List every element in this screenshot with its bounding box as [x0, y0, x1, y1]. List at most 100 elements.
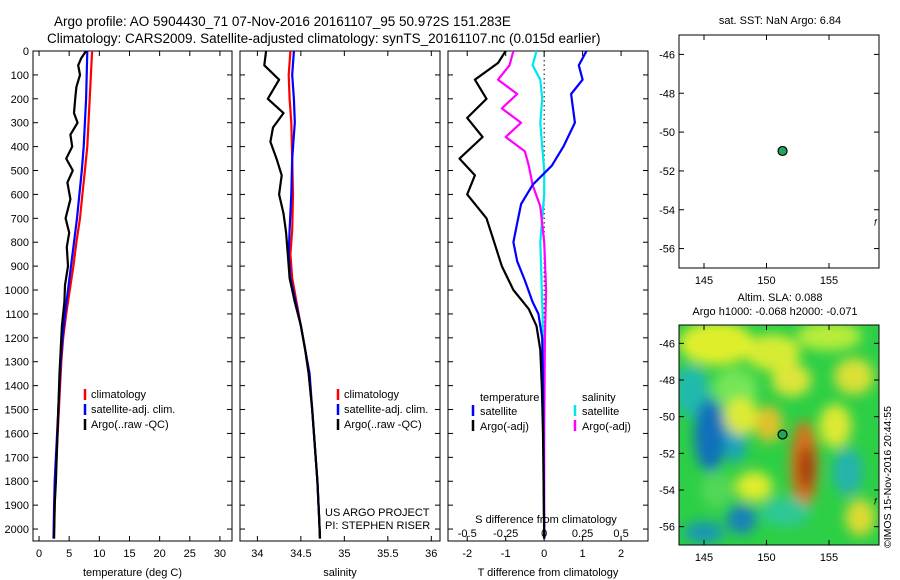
y-tick-label: 300 [11, 118, 29, 130]
salinity-profile-panel: 34 34.5 35 35.5 36 salinity climatology satelli… [239, 50, 441, 579]
x-tick-label: 150 [757, 552, 775, 564]
series-salinity-argo [496, 50, 548, 539]
argo-position-marker [777, 429, 788, 440]
sla-field-blob [726, 504, 757, 534]
y-tick-label: 1400 [5, 381, 29, 393]
x-tick-label: 0 [36, 548, 42, 560]
y-tick-label: 1500 [5, 405, 29, 417]
series-argo [263, 50, 322, 539]
y-tick-label: -48 [659, 88, 675, 100]
sla-field-blob [724, 398, 759, 435]
x-tick-label: 25 [184, 548, 196, 560]
x-tick-label: 34 [251, 548, 263, 560]
sla-map-panel: Altim. SLA: 0.088 Argo h1000: -0.068 h20… [659, 292, 894, 564]
x-axis-label: T difference from climatology [478, 567, 619, 579]
x-tick-label: -1 [501, 548, 511, 560]
y-tick-label: -50 [659, 127, 675, 139]
top-x-tick-label: 0.25 [572, 528, 593, 540]
sla-field-blob [694, 398, 727, 472]
panel-frame [447, 50, 649, 542]
legend-entry: satellite-adj. clim. [91, 404, 175, 416]
sla-map-subtitle: Argo h1000: -0.068 h2000: -0.071 [692, 306, 857, 318]
y-tick-label: -54 [659, 205, 675, 217]
sla-field-blob [799, 446, 814, 490]
north-arrow-icon: f [874, 497, 878, 507]
legend-entry: satellite [582, 406, 619, 418]
y-tick-label: -52 [659, 166, 675, 178]
legend-entry: climatology [344, 389, 400, 401]
y-tick-label: -48 [659, 375, 675, 387]
sla-field-blob [745, 334, 801, 371]
y-tick-label: 700 [11, 213, 29, 225]
x-tick-label: 2 [618, 548, 624, 560]
top-x-tick-label: -0.25 [493, 528, 518, 540]
sla-field-blob [771, 363, 812, 397]
sst-map-title: sat. SST: NaN Argo: 6.84 [719, 15, 841, 27]
sla-field-blob [796, 325, 862, 351]
y-tick-label: 600 [11, 189, 29, 201]
x-axis-label: temperature (deg C) [83, 567, 182, 579]
top-x-tick-label: 0.5 [613, 528, 628, 540]
x-tick-label: 1 [580, 548, 586, 560]
y-tick-label: 800 [11, 237, 29, 249]
north-arrow-icon: f [874, 217, 878, 227]
x-tick-label: 0 [541, 548, 547, 560]
sla-map-title: Altim. SLA: 0.088 [738, 292, 823, 304]
sla-field-blob [701, 471, 732, 509]
x-tick-label: -2 [462, 548, 472, 560]
sla-heatmap [679, 325, 879, 545]
sla-field-blob [834, 358, 874, 395]
x-tick-label: 34.5 [290, 548, 311, 560]
x-tick-label: 155 [820, 275, 838, 287]
x-tick-label: 30 [214, 548, 226, 560]
x-tick-label: 36 [425, 548, 437, 560]
sla-field-blob [684, 521, 724, 544]
y-tick-label: 1300 [5, 357, 29, 369]
map-frame [678, 324, 880, 546]
y-tick-label: -56 [659, 244, 675, 256]
temperature-profile-panel: 0 5 10 15 20 25 300100200300400500600700800900… [5, 46, 233, 579]
sla-field-blob [760, 497, 811, 527]
y-tick-label: 2000 [5, 524, 29, 536]
legend-entry: Argo(..raw -QC) [344, 419, 422, 431]
y-tick-label: -46 [659, 338, 675, 350]
map-frame [678, 34, 880, 269]
series-satellite-adj [52, 50, 89, 539]
y-tick-label: -52 [659, 448, 675, 460]
y-tick-label: 1200 [5, 333, 29, 345]
imos-side-label: ©IMOS 15-Nov-2016 20:44:55 [882, 406, 894, 548]
y-tick-label: 0 [23, 46, 29, 58]
y-tick-label: 1900 [5, 500, 29, 512]
sla-field-blob [755, 405, 783, 443]
x-tick-label: 35.5 [377, 548, 398, 560]
x-tick-label: 5 [66, 548, 72, 560]
annotation-pi: PI: STEPHEN RISER [325, 520, 430, 532]
x-tick-label: 150 [757, 275, 775, 287]
y-tick-label: 1600 [5, 428, 29, 440]
header-line-2: Climatology: CARS2009. Satellite-adjuste… [47, 31, 601, 46]
y-tick-label: 500 [11, 166, 29, 178]
legend-heading-temperature: temperature [480, 392, 539, 404]
top-x-axis-label: S difference from climatology [475, 514, 617, 526]
y-tick-label: 1800 [5, 476, 29, 488]
legend-entry: Argo(..raw -QC) [91, 419, 169, 431]
legend-entry: satellite [480, 406, 517, 418]
y-tick-label: 1100 [5, 309, 29, 321]
x-axis-label: salinity [323, 567, 357, 579]
x-tick-label: 15 [123, 548, 135, 560]
legend-heading-salinity: salinity [582, 392, 616, 404]
x-tick-label: 10 [93, 548, 105, 560]
legend-entry: satellite-adj. clim. [344, 404, 428, 416]
sla-field-blob [735, 471, 773, 502]
legend-entry: climatology [91, 389, 147, 401]
sla-field-blob [819, 403, 852, 448]
y-tick-label: 200 [11, 94, 29, 106]
y-tick-label: 1700 [5, 452, 29, 464]
panel-frame [32, 50, 233, 542]
series-temperature-argo [458, 50, 546, 539]
legend-entry: Argo(-adj) [480, 421, 529, 433]
sla-field-blob [832, 447, 863, 496]
annotation-project: US ARGO PROJECT [325, 507, 430, 519]
y-tick-label: -50 [659, 412, 675, 424]
